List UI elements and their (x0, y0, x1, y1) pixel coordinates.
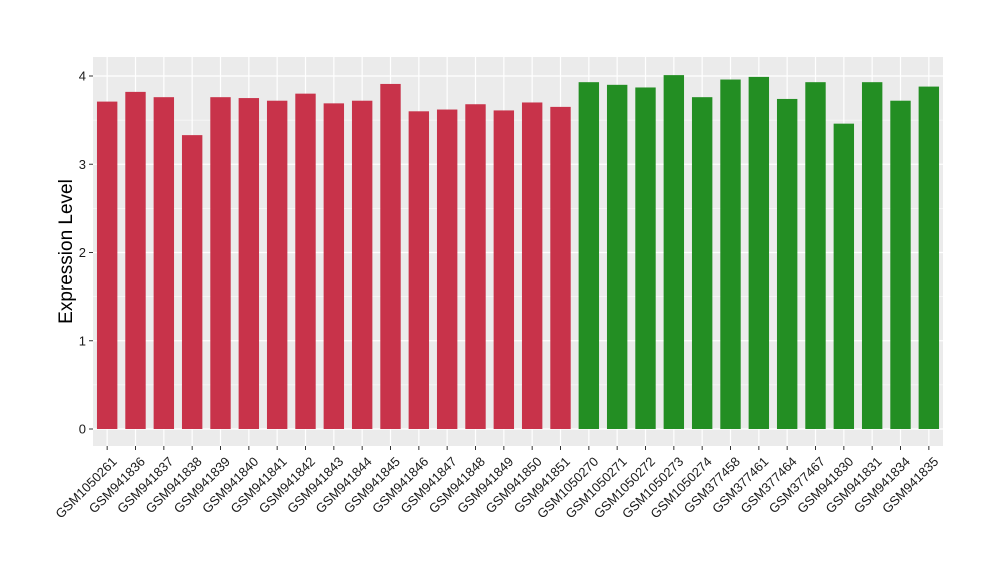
bar-GSM1050272 (635, 87, 656, 429)
bar-GSM941842 (295, 93, 316, 430)
bar-GSM941840 (238, 98, 260, 429)
bar-GSM377464 (776, 98, 798, 429)
bar-GSM941830 (833, 123, 855, 429)
bar-GSM941845 (380, 83, 401, 429)
bar-GSM941848 (465, 104, 486, 430)
bar-GSM377467 (805, 82, 826, 430)
bar-GSM941837 (153, 97, 175, 430)
bar-GSM941836 (125, 91, 146, 429)
bar-GSM1050271 (606, 84, 628, 429)
bar-GSM941847 (436, 109, 458, 429)
bar-GSM1050270 (578, 82, 600, 430)
x-axis: GSM1050261GSM941836GSM941837GSM941838GSM… (52, 446, 941, 521)
bar-GSM941839 (210, 97, 231, 430)
bar-GSM941841 (266, 100, 288, 430)
bar-GSM941851 (550, 106, 571, 429)
plot-panel (93, 57, 943, 446)
bar-GSM941838 (181, 135, 203, 429)
bar-GSM1050261 (96, 101, 118, 429)
y-axis: 0 1 2 3 4 (79, 69, 93, 437)
bar-GSM941849 (493, 110, 515, 429)
bar-GSM941844 (351, 100, 373, 430)
y-tick-label: 3 (79, 157, 86, 172)
y-tick-label: 2 (79, 245, 86, 260)
bar-GSM941850 (521, 102, 543, 429)
bar-GSM377461 (748, 76, 770, 429)
bar-GSM941835 (918, 86, 940, 429)
bar-GSM941834 (890, 100, 911, 430)
bars (96, 75, 940, 430)
bar-GSM941843 (323, 103, 345, 430)
bar-GSM941846 (408, 111, 430, 430)
bar-GSM1050274 (691, 97, 713, 430)
y-tick-label: 1 (79, 333, 86, 348)
bar-GSM1050273 (663, 75, 685, 430)
bar-GSM377458 (720, 79, 741, 429)
y-tick-label: 4 (79, 69, 86, 84)
y-axis-title: Expression Level (56, 179, 77, 324)
bar-GSM941831 (861, 82, 883, 430)
y-tick-label: 0 (79, 422, 86, 437)
